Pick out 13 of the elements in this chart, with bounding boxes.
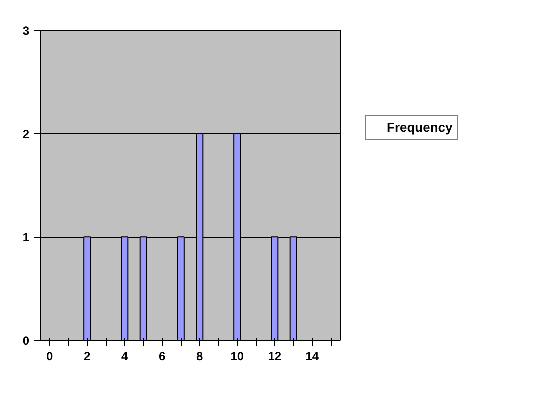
y-tick-label: 1 bbox=[22, 230, 30, 245]
x-tick-label: 8 bbox=[196, 350, 204, 364]
x-tick-label: 14 bbox=[306, 350, 320, 364]
text: Frequency bbox=[387, 120, 453, 135]
x-tick-label: 4 bbox=[122, 350, 129, 364]
y-tick-label: 2 bbox=[22, 127, 30, 142]
y-tick-label: 3 bbox=[22, 24, 30, 38]
x-tick-label: 2 bbox=[84, 350, 92, 364]
x-tick-label: 10 bbox=[230, 350, 244, 364]
y-tick-label: 0 bbox=[22, 334, 30, 348]
x-tick-label: 0 bbox=[46, 350, 54, 364]
x-tick-label: 12 bbox=[268, 350, 282, 364]
x-tick-label: 6 bbox=[159, 350, 166, 364]
